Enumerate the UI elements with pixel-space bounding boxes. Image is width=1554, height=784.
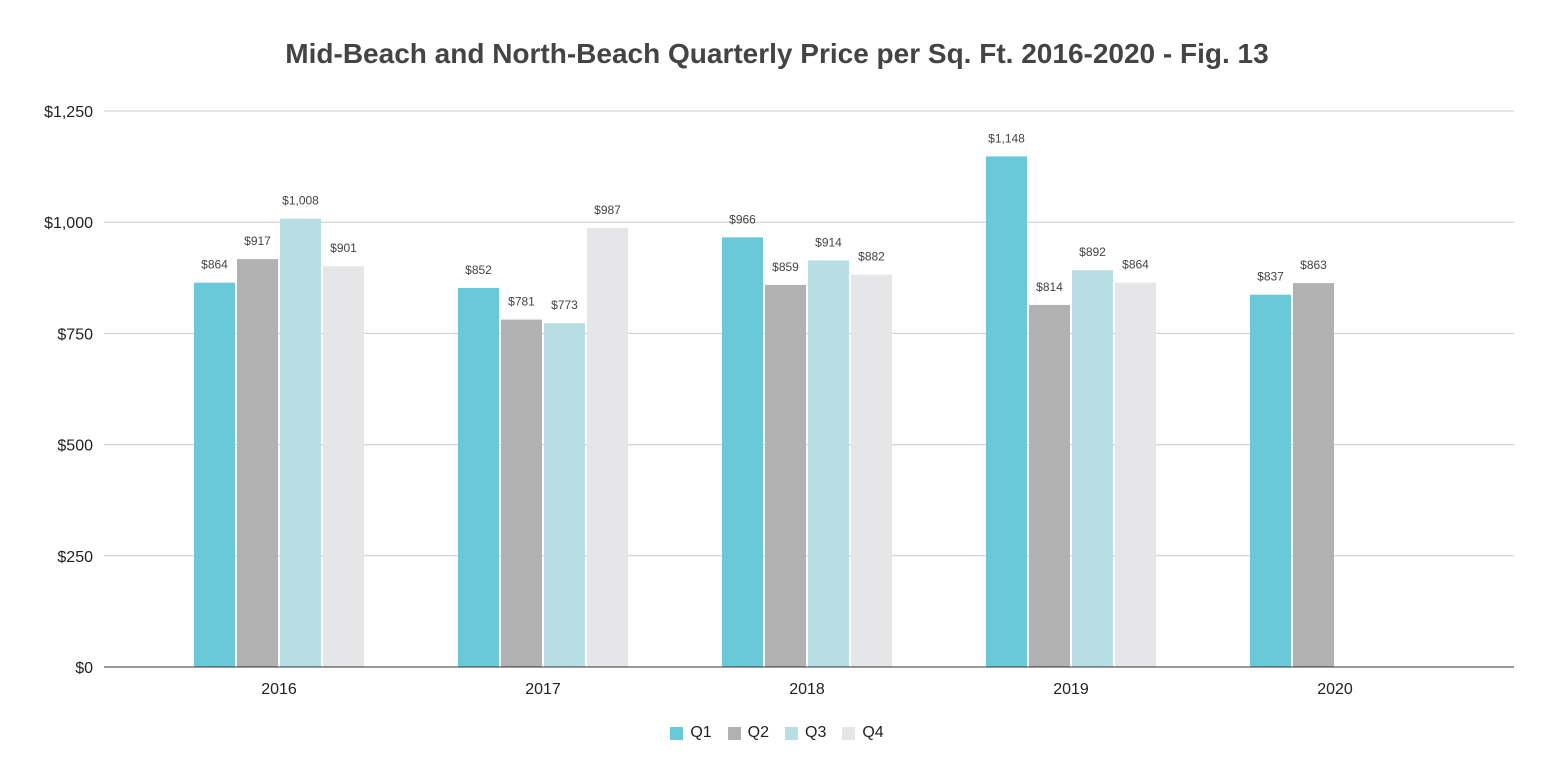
bar-q2-2017 [501, 319, 542, 667]
data-label: $1,148 [988, 131, 1025, 145]
bar-q2-2020 [1293, 283, 1334, 667]
data-labels: $864 $852 $966 $1,148 $837 $917 $781 $859 $814 $8… [201, 131, 1327, 312]
y-tick-label: $250 [57, 549, 93, 566]
data-label: $892 [1079, 245, 1106, 259]
bars [194, 156, 1334, 668]
legend-item-q1: Q1 [670, 724, 712, 742]
legend-item-q2: Q2 [727, 724, 769, 742]
bar-q1-2016 [194, 282, 235, 667]
legend-label: Q4 [862, 724, 884, 741]
data-label: $914 [815, 235, 842, 249]
bar-q3-2019 [1072, 270, 1113, 667]
data-label: $863 [1300, 258, 1327, 272]
legend: Q1 Q2 Q3 Q4 [0, 724, 1554, 742]
data-label: $864 [201, 258, 228, 272]
legend-swatch [842, 726, 856, 740]
bar-q4-2016 [323, 266, 364, 667]
bar-q1-2019 [986, 156, 1027, 667]
data-label: $1,008 [282, 194, 319, 208]
legend-label: Q3 [805, 724, 827, 741]
x-tick-label: 2019 [1053, 681, 1089, 698]
bar-q4-2017 [587, 227, 628, 667]
bar-q2-2016 [237, 259, 278, 667]
chart-title: Mid-Beach and North-Beach Quarterly Pric… [285, 38, 1269, 69]
data-label: $917 [244, 234, 271, 248]
data-label: $864 [1122, 258, 1149, 272]
bar-q4-2019 [1115, 282, 1156, 667]
data-label: $773 [551, 298, 578, 312]
y-tick-label: $750 [57, 326, 93, 343]
legend-item-q3: Q3 [785, 724, 826, 742]
data-label: $901 [330, 241, 357, 255]
bar-q3-2017 [544, 323, 585, 667]
bar-q3-2016 [280, 218, 321, 667]
legend-swatch [727, 726, 741, 740]
y-tick-label: $500 [57, 438, 93, 455]
data-label: $814 [1036, 280, 1063, 294]
data-label: $781 [508, 295, 535, 309]
x-axis-ticks: 2016 2017 2018 2019 2020 [261, 681, 1353, 698]
x-tick-label: 2020 [1317, 681, 1353, 698]
data-label: $966 [729, 212, 756, 226]
x-tick-label: 2016 [261, 681, 297, 698]
x-tick-label: 2017 [525, 681, 561, 698]
legend-label: Q2 [747, 724, 769, 741]
y-tick-label: $1,000 [44, 215, 93, 232]
data-label: $987 [594, 203, 621, 217]
bar-q2-2018 [765, 284, 806, 667]
x-tick-label: 2018 [789, 681, 825, 698]
legend-swatch [670, 726, 684, 740]
legend-swatch [785, 726, 798, 740]
legend-item-q4: Q4 [842, 724, 884, 742]
bar-q2-2019 [1029, 304, 1070, 667]
bar-q3-2018 [808, 260, 849, 667]
data-label: $852 [465, 263, 492, 277]
bar-q1-2018 [722, 237, 763, 668]
bar-q1-2017 [458, 288, 499, 667]
bar-q1-2020 [1250, 294, 1291, 667]
data-label: $859 [772, 260, 799, 274]
legend-label: Q1 [690, 724, 712, 741]
bar-q4-2018 [851, 274, 892, 667]
y-tick-label: $1,250 [44, 104, 93, 121]
y-axis-ticks: $0 $250 $500 $750 $1,000 $1,250 [44, 104, 93, 677]
data-label: $882 [858, 250, 885, 264]
data-label: $837 [1257, 270, 1284, 284]
y-tick-label: $0 [75, 660, 93, 677]
